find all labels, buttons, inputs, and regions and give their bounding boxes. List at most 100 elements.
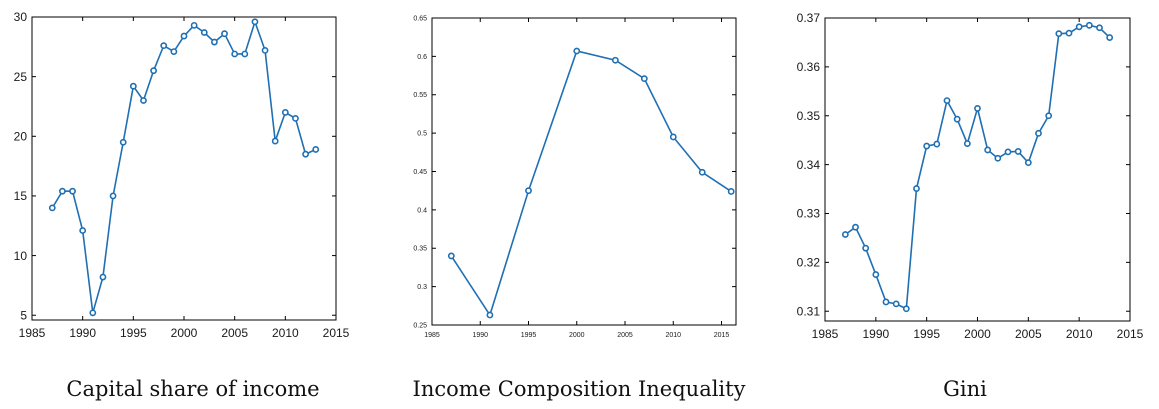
x-tick-label: 1995 (120, 326, 147, 340)
x-tick-label: 2015 (714, 332, 730, 339)
data-point (963, 140, 971, 147)
y-tick-label: 5 (20, 308, 27, 322)
data-point (251, 18, 259, 26)
data-point (486, 311, 494, 319)
chart-income-composition: 1985 1990 1995 2000 2005 2010 2015 0.25 0.3 0.35 0… (413, 15, 737, 339)
x-tick-label: 1990 (472, 332, 488, 339)
data-point (221, 30, 228, 38)
data-point (241, 50, 249, 58)
data-point (231, 50, 239, 58)
data-point (923, 142, 931, 150)
series-line (450, 50, 732, 317)
data-point (1035, 129, 1042, 137)
data-point (1045, 112, 1053, 120)
data-point (200, 29, 208, 36)
x-tick-label: 1985 (19, 326, 46, 340)
x-tick-label: 1985 (812, 327, 839, 341)
data-point (180, 32, 188, 40)
data-point (882, 298, 890, 306)
data-point (1055, 30, 1063, 38)
data-point (150, 67, 157, 75)
data-point (48, 204, 56, 212)
y-tick-label: 0.3 (417, 284, 427, 291)
y-tick-label: 0.6 (417, 54, 427, 61)
series-line (844, 24, 1111, 311)
x-tick-label: 1990 (862, 327, 889, 341)
data-point (1085, 21, 1093, 29)
data-point (99, 273, 107, 281)
data-point (640, 75, 648, 83)
data-point (902, 305, 910, 313)
data-point (984, 146, 992, 154)
data-point (669, 133, 677, 141)
data-point (170, 48, 178, 55)
data-point (447, 252, 455, 260)
data-point (281, 109, 289, 116)
data-point (69, 187, 76, 195)
y-tick-label: 0.55 (413, 92, 427, 99)
data-point (1106, 34, 1114, 41)
data-point (1096, 24, 1103, 32)
data-point (994, 154, 1002, 162)
data-point (841, 231, 849, 238)
chart-gini: 1985 1990 1995 2000 2005 2010 2015 0.31 0.32 0.33… (797, 11, 1144, 341)
y-tick-label: 0.37 (797, 11, 821, 25)
x-tick-label: 2010 (1066, 327, 1093, 341)
data-point (862, 244, 870, 252)
data-point (1075, 23, 1083, 31)
data-point (89, 309, 97, 317)
data-point (872, 271, 880, 278)
x-tick-label: 2015 (323, 326, 350, 340)
data-point (892, 300, 900, 308)
chart-panel-capital-share: 1985 1990 1995 2000 2005 2010 2015 5 10 15 20 25 30 (0, 0, 386, 360)
x-tick-label: 1990 (69, 326, 96, 340)
data-point (1024, 159, 1032, 167)
data-point (611, 56, 619, 64)
x-tick-label: 2005 (1015, 327, 1042, 341)
x-tick-label: 1985 (424, 332, 440, 339)
y-tick-label: 0.33 (797, 207, 821, 221)
data-point (525, 187, 532, 195)
data-point (140, 97, 147, 104)
data-point (292, 114, 299, 122)
data-point (160, 42, 168, 50)
chart-panel-income-composition: 1985 1990 1995 2000 2005 2010 2015 0.25 0.3 0.35 0… (386, 0, 772, 360)
y-tick-label: 0.45 (413, 169, 427, 176)
y-tick-label: 0.31 (797, 304, 821, 318)
data-point (974, 105, 981, 112)
x-tick-label: 1995 (521, 332, 537, 339)
y-tick-label: 10 (14, 249, 28, 263)
data-point (953, 115, 961, 123)
y-tick-label: 0.25 (413, 322, 427, 329)
data-point (913, 185, 920, 192)
x-tick-label: 2010 (665, 332, 681, 339)
data-point (271, 137, 279, 145)
data-point (79, 227, 87, 234)
data-point (1065, 29, 1073, 37)
y-tick-label: 15 (14, 189, 28, 203)
y-tick-label: 0.4 (417, 207, 427, 214)
x-tick-label: 2000 (964, 327, 991, 341)
data-point (933, 140, 941, 148)
x-tick-label: 2005 (221, 326, 248, 340)
x-tick-label: 2000 (171, 326, 198, 340)
y-tick-label: 0.35 (413, 246, 427, 253)
data-point (261, 47, 269, 54)
data-point (698, 168, 706, 176)
y-tick-label: 0.36 (797, 60, 821, 74)
data-point (573, 47, 581, 55)
x-tick-label: 1995 (913, 327, 940, 341)
data-point (302, 150, 309, 158)
x-tick-label: 2010 (272, 326, 299, 340)
data-point (727, 188, 735, 195)
data-point (109, 192, 117, 200)
caption-gini: Gini (943, 377, 987, 401)
chart-panel-gini: 1985 1990 1995 2000 2005 2010 2015 0.31 0.32 0.33… (772, 0, 1159, 360)
y-tick-label: 0.34 (797, 158, 821, 172)
data-point (312, 146, 320, 153)
x-tick-label: 2005 (617, 332, 633, 339)
data-point (119, 138, 127, 146)
data-point (1004, 148, 1012, 156)
y-tick-label: 25 (14, 70, 28, 84)
data-point (59, 187, 66, 195)
